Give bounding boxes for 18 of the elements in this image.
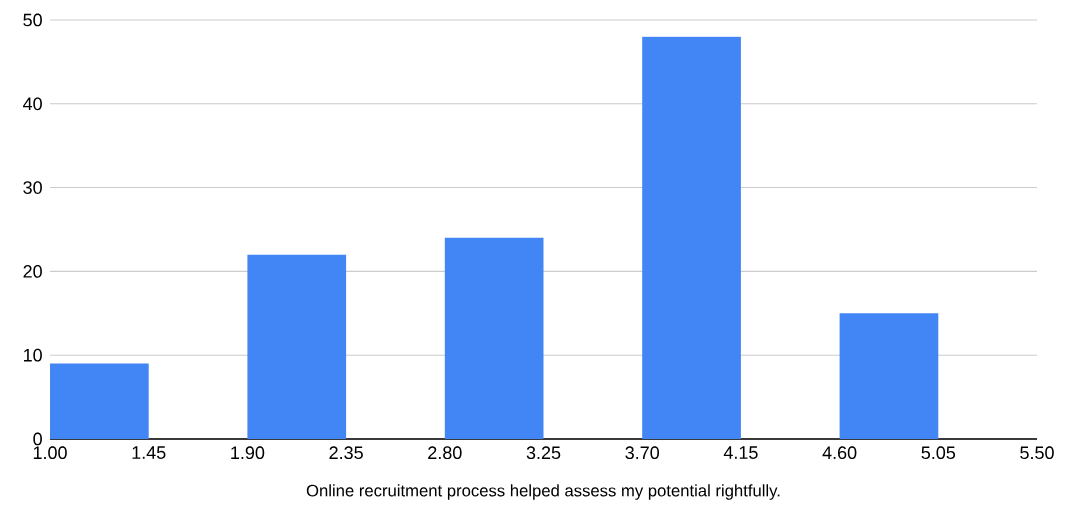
y-tick-label: 10 bbox=[23, 348, 42, 362]
x-tick-label: 4.60 bbox=[822, 446, 857, 460]
x-tick-label: 1.00 bbox=[33, 446, 67, 460]
y-tick-label: 50 bbox=[23, 13, 42, 27]
x-tick-label: 1.90 bbox=[231, 446, 265, 460]
y-tick-label: 0 bbox=[33, 432, 42, 446]
x-tick-label: 5.50 bbox=[1020, 446, 1054, 460]
x-tick-label: 4.15 bbox=[723, 446, 758, 459]
x-axis-title: Online recruitment process helped assess my potential rightfully. bbox=[306, 484, 780, 500]
x-tick-label: 3.25 bbox=[526, 446, 561, 460]
y-tick-label: 40 bbox=[23, 97, 42, 111]
x-tick-label: 2.35 bbox=[329, 446, 363, 460]
x-tick-label: 3.70 bbox=[625, 446, 660, 460]
y-tick-label: 30 bbox=[23, 181, 42, 194]
x-tick-label: 1.45 bbox=[132, 446, 166, 459]
y-tick-label: 20 bbox=[23, 265, 42, 278]
x-tick-label: 5.05 bbox=[921, 446, 956, 460]
x-tick-label: 2.80 bbox=[428, 446, 462, 460]
